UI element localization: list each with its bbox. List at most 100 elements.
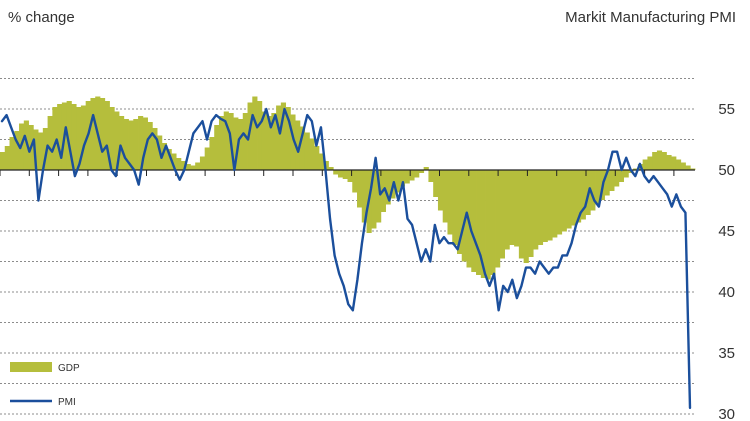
gdp-bar [152,128,158,170]
gdp-bar [204,147,210,170]
gdp-bar [57,104,63,170]
gdp-bar [556,170,563,235]
gdp-bar [114,111,120,170]
gdp-bar [238,119,244,170]
gdp-bar [47,116,53,170]
gdp-bar [618,170,624,182]
gdp-bar [509,170,515,245]
gdp-bar [261,111,267,170]
gdp-bar [418,170,425,173]
gdp-bar [309,138,315,170]
gdp-bar [295,120,301,170]
gdp-bar [357,170,363,208]
gdp-bar [395,170,401,193]
gdp-bar [290,114,296,170]
gdp-bar [456,170,463,254]
right-axis-tick-label: 45 [718,223,735,240]
gdp-bar [561,170,567,232]
right-axis-tick-label: 40 [718,284,735,301]
gdp-bar [675,159,682,170]
gdp-bar [109,107,115,170]
gdp-bar [257,101,263,170]
gdp-bar [133,119,139,170]
gdp-bar [433,170,439,197]
gdp-bar [247,102,253,170]
gdp-bar [566,170,572,229]
gdp-bar [280,102,287,170]
gdp-bar [147,122,153,170]
gdp-bar [9,137,15,170]
gdp-bar [214,125,220,170]
gdp-bar [485,170,491,280]
gdp-bar [166,149,172,170]
gdp-bar [633,168,639,170]
right-axis-title: Markit Manufacturing PMI [565,9,736,26]
gdp-bar [580,170,586,220]
gdp-bar [342,170,348,179]
gdp-bar [119,116,125,170]
gdp-bar [218,116,225,170]
gdp-bar [385,170,391,205]
gdp-bar [352,170,358,193]
right-axis-tick-label: 55 [718,101,735,118]
gdp-bar [399,170,406,187]
gdp-bar [590,170,596,211]
gdp-bar [656,150,663,170]
gdp-bar [504,170,510,250]
gdp-bar [652,152,658,170]
gdp-bar [595,170,601,205]
gdp-bar [604,170,610,196]
gdp-bar [547,170,553,241]
gdp-bar [404,170,410,184]
right-axis-tick-labels: 55 50 45 40 35 30 [718,101,735,421]
gdp-bar [142,117,148,170]
gdp-bar [361,170,367,223]
gdp-bar [499,170,505,259]
gdp-bar [123,119,129,170]
right-axis-tick-label: 50 [718,162,735,179]
gdp-bar [66,101,72,170]
legend-gdp-label: GDP [58,363,80,374]
gdp-bar [471,170,477,272]
gdp-bar [447,170,453,235]
gdp-bar [614,170,620,187]
legend: GDP PMI [10,362,80,408]
gdp-bar [671,156,677,170]
gdp-bar [376,170,382,223]
gdp-bar [514,170,520,247]
gdp-bar [461,170,467,262]
gdp-bar [575,170,582,223]
gdp-bar [38,132,44,170]
gdp-bar [690,168,696,170]
gdp-bar [90,98,96,170]
gdp-bar [666,155,672,170]
gdp-bar [428,170,434,182]
pmi-line [0,107,692,410]
gdp-bar [528,170,534,257]
gdp-bar [161,143,168,170]
gdp-bar [76,107,82,170]
gdp-bar [318,153,325,170]
gdp-bar [223,111,229,170]
gdp-bar [180,161,187,170]
gdp-bar [252,96,258,170]
gdp-bar [42,128,48,170]
left-axis-title: % change [8,9,75,26]
gdp-bar [523,170,529,263]
gdp-bar [542,170,548,242]
gdp-bar [71,104,77,170]
gdp-bar [323,161,329,170]
gdp-bar [285,107,291,170]
gdp-bar [647,156,653,170]
gdp-bar [571,170,577,226]
gdp-bar [685,165,691,170]
right-axis-tick-label: 30 [718,406,735,421]
gdp-bar [185,164,191,170]
gdp-bar [276,105,282,170]
gdp-bar [271,113,277,170]
gdp-bar [128,120,134,170]
legend-pmi-label: PMI [58,397,76,408]
gdp-bar [623,170,629,178]
gdp-bar [314,146,320,170]
